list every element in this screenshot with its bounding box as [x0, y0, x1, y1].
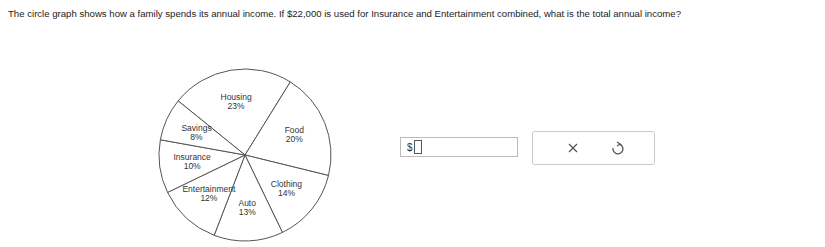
svg-text:Clothing14%: Clothing14% — [271, 179, 302, 198]
svg-text:Food20%: Food20% — [285, 125, 305, 144]
svg-text:Auto13%: Auto13% — [238, 198, 256, 217]
svg-text:Housing23%: Housing23% — [221, 92, 252, 111]
svg-text:Savings8%: Savings8% — [181, 123, 211, 142]
svg-text:Insurance10%: Insurance10% — [174, 152, 212, 171]
svg-text:Entertainment12%: Entertainment12% — [182, 184, 236, 203]
html-text:The circle graph shows how a f: The circle graph shows how a family spen… — [8, 8, 681, 19]
